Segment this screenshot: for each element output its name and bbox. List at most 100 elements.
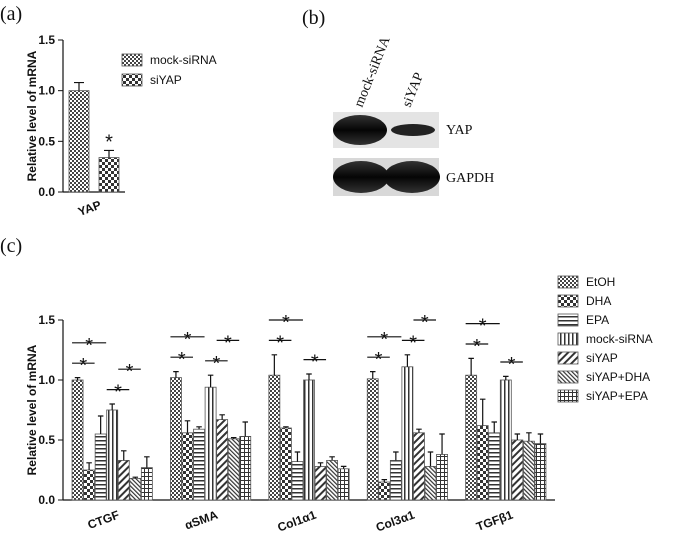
significance-label: * — [375, 349, 383, 371]
significance-label: * — [409, 332, 417, 354]
y-tick-label: 1.0 — [38, 84, 55, 98]
y-tick-label: 0.0 — [38, 185, 55, 199]
error-bar — [196, 426, 202, 430]
lane-label: mock-siRNA — [352, 34, 394, 110]
x-tick-label: αSMA — [183, 508, 220, 533]
bar — [465, 374, 478, 501]
y-tick-label: 1.5 — [38, 313, 55, 327]
bar — [337, 468, 350, 501]
error-bar — [404, 354, 411, 367]
error-bar — [537, 433, 544, 444]
significance-label: * — [276, 332, 284, 354]
bar — [227, 438, 240, 501]
y-tick-label: 0.5 — [38, 134, 55, 148]
blot-band — [333, 161, 389, 193]
error-bar — [132, 476, 139, 479]
legend-swatch — [121, 53, 143, 67]
error-bar — [491, 421, 497, 433]
error-bar — [109, 403, 115, 410]
bar — [401, 366, 414, 501]
y-tick-label: 0.5 — [38, 433, 55, 447]
error-bar — [526, 432, 532, 442]
error-bar — [427, 451, 434, 467]
significance-label: * — [114, 382, 122, 404]
bar — [268, 374, 281, 501]
legend-label: mock-siRNA — [586, 332, 653, 346]
blot-band — [391, 124, 435, 136]
error-bar — [306, 373, 312, 380]
error-bar — [184, 420, 191, 433]
panel-label: (b) — [302, 7, 325, 29]
error-bar — [381, 479, 388, 482]
lane-label: siYAP — [400, 70, 427, 109]
legend-swatch — [557, 370, 579, 384]
significance-label: * — [311, 352, 319, 374]
bar — [68, 90, 90, 193]
legend-swatch — [557, 332, 579, 346]
error-bar — [121, 450, 127, 461]
error-bar — [219, 414, 225, 420]
bar — [94, 433, 107, 501]
significance-label: * — [184, 329, 192, 351]
significance-label: * — [508, 354, 516, 376]
bar — [71, 379, 84, 501]
legend-swatch — [557, 351, 579, 365]
error-bar — [503, 375, 509, 380]
error-bar — [317, 462, 324, 467]
bar — [366, 378, 379, 501]
bar — [181, 432, 194, 501]
legend-label: siYAP+EPA — [586, 389, 648, 403]
significance-label: * — [212, 353, 220, 375]
bar — [98, 157, 120, 193]
bar — [303, 379, 315, 501]
bar — [523, 440, 535, 501]
significance-label: * — [421, 312, 429, 334]
blot-panel: (b) mock-siRNA siYAP YAP GAPDH — [302, 7, 494, 196]
bar — [499, 379, 512, 501]
legend-label: DHA — [586, 294, 611, 308]
y-tick-label: 1.0 — [38, 373, 55, 387]
error-bar — [242, 421, 248, 437]
legend-label: siYAP — [150, 73, 182, 87]
y-tick-label: 0.0 — [38, 493, 55, 507]
bar — [413, 432, 425, 501]
protein-label: YAP — [446, 123, 473, 138]
significance-label: * — [126, 361, 134, 383]
blot-band — [333, 115, 387, 145]
error-bar — [514, 433, 521, 440]
bar — [204, 386, 217, 501]
legend-swatch — [557, 294, 579, 308]
error-bar — [439, 433, 445, 455]
bar — [170, 377, 182, 501]
bar — [534, 443, 547, 501]
significance-label: * — [282, 312, 290, 334]
x-tick-label: CTGF — [86, 508, 121, 532]
significance-label: * — [79, 355, 87, 377]
bar — [83, 469, 95, 501]
bar — [279, 427, 292, 501]
error-bar — [207, 374, 214, 388]
significance-label: * — [178, 349, 186, 371]
legend-label: EPA — [586, 313, 609, 327]
bar — [117, 459, 130, 501]
error-bar — [294, 451, 301, 462]
error-bar — [74, 377, 81, 380]
bar — [140, 467, 153, 501]
error-bar — [271, 354, 278, 376]
x-tick-label: YAP — [76, 198, 103, 219]
y-axis-label: Relative level of mRNA — [25, 50, 39, 181]
error-bar — [283, 426, 289, 428]
error-bar — [74, 81, 84, 91]
bar — [291, 461, 304, 501]
error-bar — [416, 428, 422, 433]
x-tick-label: Col1α1 — [276, 508, 319, 535]
legend-label: EtOH — [586, 275, 615, 289]
bar — [389, 459, 402, 501]
bar — [378, 481, 391, 501]
bar — [511, 439, 524, 501]
error-bar — [340, 465, 347, 469]
error-bar — [97, 415, 104, 434]
error-bar — [329, 456, 335, 461]
significance-label: * — [473, 336, 481, 358]
